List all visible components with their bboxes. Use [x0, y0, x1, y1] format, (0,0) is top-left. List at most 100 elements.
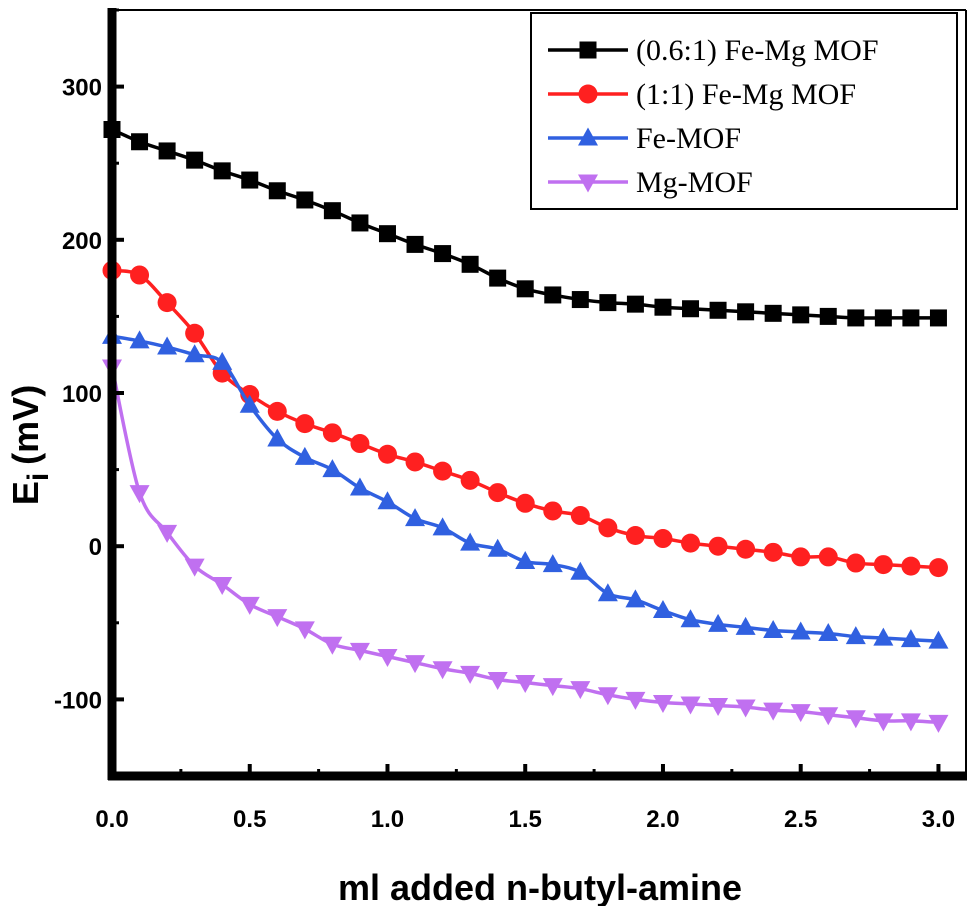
- data-point-3-27: [818, 623, 839, 642]
- y-tick-label: 200: [62, 228, 102, 255]
- data-point-1-19: [599, 294, 617, 312]
- data-point-2-2: [130, 265, 150, 285]
- data-point-3-17: [542, 554, 563, 573]
- x-tick-label: 1.5: [509, 806, 542, 833]
- data-point-2-12: [405, 452, 425, 472]
- data-point-1-12: [406, 235, 424, 253]
- legend-box: [530, 12, 958, 210]
- data-point-4-30: [900, 713, 921, 732]
- data-point-3-5: [212, 351, 233, 370]
- y-axis-title-main: E: [5, 481, 46, 505]
- x-tick-label: 2.0: [646, 806, 679, 833]
- legend-entry-3: Fe-MOF: [548, 122, 741, 155]
- data-point-4-7: [267, 609, 288, 628]
- data-point-1-15: [489, 269, 507, 287]
- legend: (0.6:1) Fe-Mg MOF (1:1) Fe-Mg MOF Fe-MOF Mg…: [530, 12, 958, 210]
- data-point-3-29: [873, 627, 894, 646]
- data-point-2-3: [157, 293, 177, 313]
- legend-label: Mg-MOF: [636, 166, 753, 199]
- data-point-1-10: [351, 214, 369, 232]
- x-tick-label: 1.0: [371, 806, 404, 833]
- data-point-4-19: [597, 687, 618, 706]
- data-point-4-24: [735, 699, 756, 718]
- data-point-3-21: [652, 600, 673, 619]
- data-point-2-16: [515, 493, 535, 513]
- data-point-2-23: [708, 536, 728, 556]
- data-point-3-15: [487, 538, 508, 557]
- data-point-2-18: [570, 506, 590, 526]
- data-point-2-10: [350, 434, 370, 454]
- data-point-2-27: [818, 547, 838, 567]
- data-point-3-31: [928, 630, 949, 649]
- data-point-3-26: [790, 621, 811, 640]
- data-point-3-28: [845, 626, 866, 645]
- data-point-2-19: [598, 518, 618, 538]
- data-point-4-12: [405, 655, 426, 674]
- axis-ticks: 0.0 0.5 1.0 1.5 2.0 2.5 3.0 -100 0 100 200 300: [54, 8, 955, 833]
- data-point-1-31: [929, 309, 947, 327]
- data-point-2-7: [267, 401, 287, 421]
- legend-marker: [578, 127, 598, 146]
- series-2: [102, 260, 948, 578]
- data-point-1-16: [516, 280, 534, 298]
- data-point-3-10: [349, 477, 370, 496]
- data-point-2-17: [543, 501, 563, 521]
- data-point-1-20: [626, 295, 644, 313]
- legend-entry-1: (0.6:1) Fe-Mg MOF: [548, 34, 879, 67]
- data-point-2-9: [322, 423, 342, 443]
- x-axis-title: ml added n-butyl-amine: [338, 867, 742, 906]
- data-point-1-7: [268, 182, 286, 200]
- legend-marker: [578, 174, 598, 193]
- data-point-3-9: [322, 459, 343, 478]
- legend-entry-2: (1:1) Fe-Mg MOF: [548, 78, 856, 111]
- x-tick-label: 0.0: [95, 806, 128, 833]
- data-point-4-26: [790, 704, 811, 723]
- data-point-1-13: [434, 245, 452, 263]
- legend-marker: [578, 84, 598, 104]
- data-point-4-31: [928, 714, 949, 733]
- data-point-2-4: [185, 323, 205, 343]
- data-point-3-12: [405, 508, 426, 527]
- data-point-1-25: [764, 304, 782, 322]
- data-point-3-18: [570, 561, 591, 580]
- data-point-1-24: [737, 303, 755, 321]
- data-point-4-14: [460, 665, 481, 684]
- data-point-1-27: [819, 307, 837, 325]
- data-point-1-6: [241, 171, 259, 189]
- series-4: [102, 359, 949, 733]
- data-point-2-28: [846, 553, 866, 573]
- data-point-4-17: [542, 678, 563, 697]
- data-point-4-22: [680, 696, 701, 715]
- series-1: [103, 120, 947, 327]
- data-point-3-30: [900, 629, 921, 648]
- data-point-4-11: [377, 649, 398, 668]
- data-point-1-22: [682, 300, 700, 318]
- data-point-4-23: [708, 698, 729, 717]
- legend-label: (1:1) Fe-Mg MOF: [636, 78, 856, 111]
- data-point-1-28: [847, 309, 865, 327]
- x-tick-label: 3.0: [922, 806, 955, 833]
- data-point-1-29: [874, 309, 892, 327]
- data-point-1-14: [461, 255, 479, 273]
- data-point-4-13: [432, 661, 453, 680]
- data-point-4-8: [294, 621, 315, 640]
- data-point-1-4: [186, 151, 204, 169]
- data-point-1-2: [131, 133, 149, 151]
- data-point-3-14: [460, 532, 481, 551]
- data-point-4-16: [515, 675, 536, 694]
- x-tick-label: 2.5: [784, 806, 817, 833]
- data-point-4-20: [625, 691, 646, 710]
- y-axis-title-unit: (mV): [5, 385, 46, 465]
- y-axis-title-subscript: i: [22, 473, 55, 481]
- data-point-4-27: [818, 707, 839, 726]
- x-tick-label: 0.5: [233, 806, 266, 833]
- data-point-4-10: [349, 642, 370, 661]
- data-point-4-18: [570, 681, 591, 700]
- data-point-4-5: [212, 577, 233, 595]
- data-point-1-18: [571, 291, 589, 309]
- data-point-3-20: [625, 589, 646, 608]
- y-tick-label: 0: [89, 534, 102, 561]
- data-point-2-24: [736, 539, 756, 559]
- data-point-2-30: [901, 556, 921, 576]
- data-point-4-25: [763, 702, 784, 721]
